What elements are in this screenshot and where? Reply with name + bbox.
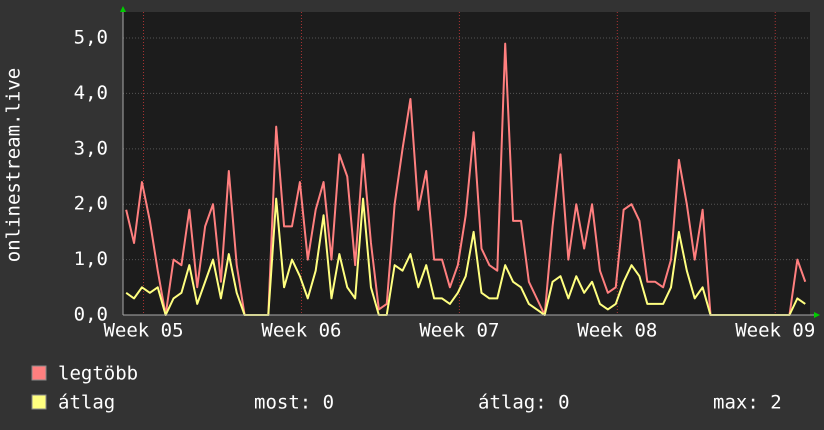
y-tick-label: 5,0 <box>74 27 108 49</box>
y-tick-label: 0,0 <box>74 304 108 326</box>
legend-swatch <box>31 394 47 410</box>
marks <box>125 42 807 316</box>
stat: átlag: 0 <box>478 392 570 414</box>
stat: most: 0 <box>254 392 334 414</box>
x-tick-label: Week 05 <box>103 320 183 342</box>
y-axis-label: onlinestream.live <box>3 68 25 262</box>
x-arrow <box>814 312 820 318</box>
y-tick-label: 3,0 <box>74 137 108 159</box>
y-tick-label: 2,0 <box>74 193 108 215</box>
y-arrow <box>120 6 126 12</box>
legend-label: legtöbb <box>58 363 138 385</box>
series-line <box>125 197 806 316</box>
y-tick-label: 1,0 <box>74 248 108 270</box>
legend-label: átlag <box>58 392 115 414</box>
y-tick-label: 4,0 <box>74 82 108 104</box>
x-tick-label: Week 07 <box>419 320 499 342</box>
x-tick-label: Week 08 <box>577 320 657 342</box>
legend-swatch <box>31 365 47 381</box>
x-tick-label: Week 06 <box>261 320 341 342</box>
x-tick-label: Week 09 <box>735 320 815 342</box>
stat: max: 2 <box>713 392 782 414</box>
series-line <box>125 42 807 316</box>
